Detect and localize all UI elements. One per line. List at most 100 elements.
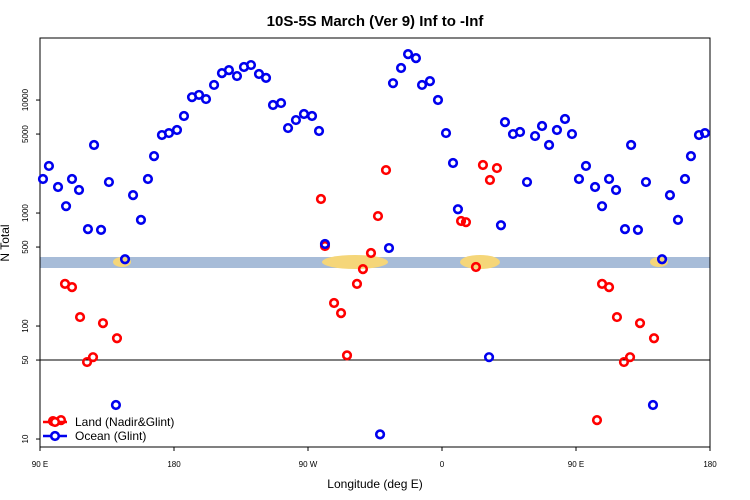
data-point xyxy=(127,190,139,201)
data-point xyxy=(60,201,72,212)
data-point xyxy=(685,151,697,162)
data-point xyxy=(460,217,472,228)
data-point xyxy=(298,108,310,120)
data-point xyxy=(477,159,489,171)
data-point xyxy=(521,176,533,188)
data-point xyxy=(611,311,623,323)
data-point xyxy=(335,308,347,319)
data-point xyxy=(664,190,676,201)
data-point xyxy=(452,204,464,215)
data-point xyxy=(483,352,495,363)
x-axis-label: Longitude (deg E) xyxy=(327,477,422,491)
data-point xyxy=(357,264,369,275)
data-point xyxy=(410,53,422,64)
data-point xyxy=(559,113,571,125)
data-point xyxy=(596,201,608,212)
data-point xyxy=(591,415,603,426)
y-tick-label: 1000 xyxy=(21,204,30,222)
data-point xyxy=(97,318,109,329)
data-point xyxy=(208,79,220,91)
y-tick-label: 500 xyxy=(21,240,30,254)
data-point xyxy=(647,399,659,411)
data-point xyxy=(328,297,340,309)
data-point xyxy=(440,127,452,139)
map-strip xyxy=(40,255,710,269)
data-point xyxy=(470,261,482,273)
data-point xyxy=(223,65,235,76)
data-point xyxy=(374,429,386,440)
data-point xyxy=(624,352,636,363)
data-point xyxy=(319,238,331,250)
data-point xyxy=(656,254,668,265)
data-point xyxy=(603,173,615,185)
data-point xyxy=(119,254,131,265)
x-tick-label: 90 E xyxy=(32,460,48,469)
x-tick-label: 90 W xyxy=(299,460,318,469)
data-point xyxy=(573,173,585,185)
data-point xyxy=(81,356,93,368)
data-point xyxy=(640,176,652,188)
data-point xyxy=(87,352,99,363)
y-tick-label: 5000 xyxy=(21,125,30,143)
data-point xyxy=(499,116,511,128)
data-point xyxy=(416,79,428,91)
data-point xyxy=(632,224,644,235)
data-point xyxy=(142,173,154,185)
data-point xyxy=(395,62,407,74)
data-point xyxy=(543,139,555,151)
data-point xyxy=(536,120,548,132)
y-axis-label: N Total xyxy=(0,224,12,261)
data-point xyxy=(610,184,622,196)
data-point xyxy=(589,181,601,193)
data-point xyxy=(66,282,78,293)
data-point xyxy=(74,311,86,323)
data-point xyxy=(171,124,183,136)
data-point xyxy=(625,139,637,151)
data-point xyxy=(66,173,78,185)
data-point xyxy=(315,193,327,205)
data-point xyxy=(484,174,496,186)
data-point xyxy=(282,122,294,134)
data-point xyxy=(387,78,399,89)
data-point xyxy=(351,278,363,289)
data-point xyxy=(365,247,377,259)
data-point xyxy=(455,215,467,227)
y-tick-label: 100 xyxy=(21,319,30,333)
data-point xyxy=(163,127,175,139)
y-tick-label: 50 xyxy=(21,355,30,364)
map-land xyxy=(322,255,388,269)
data-point xyxy=(73,184,85,196)
data-point xyxy=(699,127,711,139)
data-point xyxy=(402,48,414,60)
x-tick-label: 180 xyxy=(167,460,181,469)
data-point xyxy=(634,318,646,329)
data-point xyxy=(672,214,684,225)
data-point xyxy=(380,164,392,176)
data-point xyxy=(178,110,190,122)
data-point xyxy=(43,160,55,172)
data-point xyxy=(193,89,205,101)
data-point xyxy=(618,356,630,368)
data-point xyxy=(619,224,631,235)
data-point xyxy=(306,110,318,122)
data-point xyxy=(514,126,526,138)
data-point xyxy=(52,181,64,193)
data-point xyxy=(148,151,160,162)
data-point xyxy=(566,128,578,140)
data-point xyxy=(200,93,212,105)
data-point xyxy=(260,72,272,83)
legend-marker xyxy=(49,430,61,442)
plot-frame xyxy=(39,37,711,448)
legend-label: Ocean (Glint) xyxy=(75,429,146,443)
data-point xyxy=(103,176,115,188)
x-tick-label: 180 xyxy=(703,460,717,469)
data-point xyxy=(372,210,384,222)
data-point xyxy=(313,125,325,137)
data-point xyxy=(82,224,94,235)
data-point xyxy=(267,99,279,111)
data-point xyxy=(603,282,615,293)
data-point xyxy=(111,333,123,344)
x-tick-label: 90 E xyxy=(568,460,584,469)
data-point xyxy=(495,220,507,231)
x-tick-label: 0 xyxy=(440,460,445,469)
